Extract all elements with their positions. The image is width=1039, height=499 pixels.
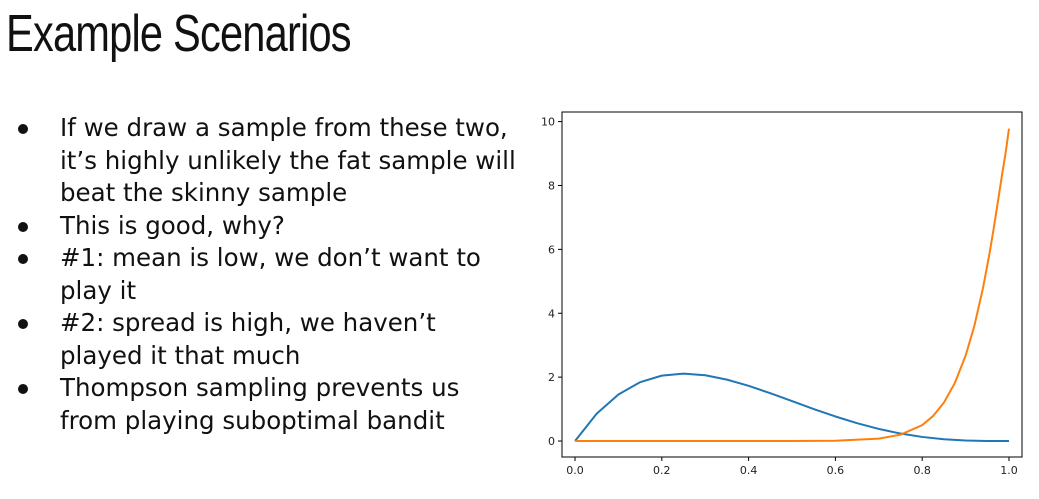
bullet-item: If we draw a sample from these two, it’s… [10, 112, 520, 210]
x-tick-label: 0.4 [740, 464, 758, 477]
bullet-item: Thompson sampling prevents us from playi… [10, 372, 520, 437]
x-tick-label: 1.0 [1000, 464, 1018, 477]
slide-title: Example Scenarios [6, 5, 352, 63]
bullet-text: Thompson sampling prevents us from playi… [60, 373, 460, 435]
bullet-text: If we draw a sample from these two, it’s… [60, 113, 516, 207]
line-chart: 0.0 0.2 0.4 0.6 0.8 1.0 0 2 4 6 8 10 [541, 111, 1023, 477]
bullet-list: If we draw a sample from these two, it’s… [10, 112, 520, 437]
bullet-item: This is good, why? [10, 210, 520, 243]
bullet-item: #2: spread is high, we haven’t played it… [10, 307, 520, 372]
bullet-item: #1: mean is low, we don’t want to play i… [10, 242, 520, 307]
plot-frame [561, 111, 1023, 458]
x-tick-label: 0.2 [653, 464, 671, 477]
x-tick-label: 0.6 [827, 464, 845, 477]
bullet-dot-icon [18, 221, 28, 232]
bullet-dot-icon [18, 254, 28, 264]
y-tick-label: 0 [548, 435, 555, 448]
series-line-1 [574, 372, 1009, 443]
y-tick-label: 6 [548, 243, 555, 256]
x-tick-label: 0.0 [566, 464, 584, 477]
y-tick-label: 8 [548, 179, 555, 192]
y-tick-label: 10 [541, 116, 555, 129]
series-line-2 [575, 128, 1010, 443]
bullet-dot-icon [18, 124, 28, 134]
bullet-text: #2: spread is high, we haven’t played it… [60, 308, 436, 370]
bullet-text: #1: mean is low, we don’t want to play i… [60, 243, 481, 305]
bullet-dot-icon [18, 384, 28, 394]
bullet-text: This is good, why? [60, 210, 285, 240]
y-tick-label: 2 [548, 371, 555, 384]
y-tick-label: 4 [548, 307, 555, 320]
bullet-dot-icon [18, 319, 28, 329]
x-tick-label: 0.8 [913, 464, 931, 477]
